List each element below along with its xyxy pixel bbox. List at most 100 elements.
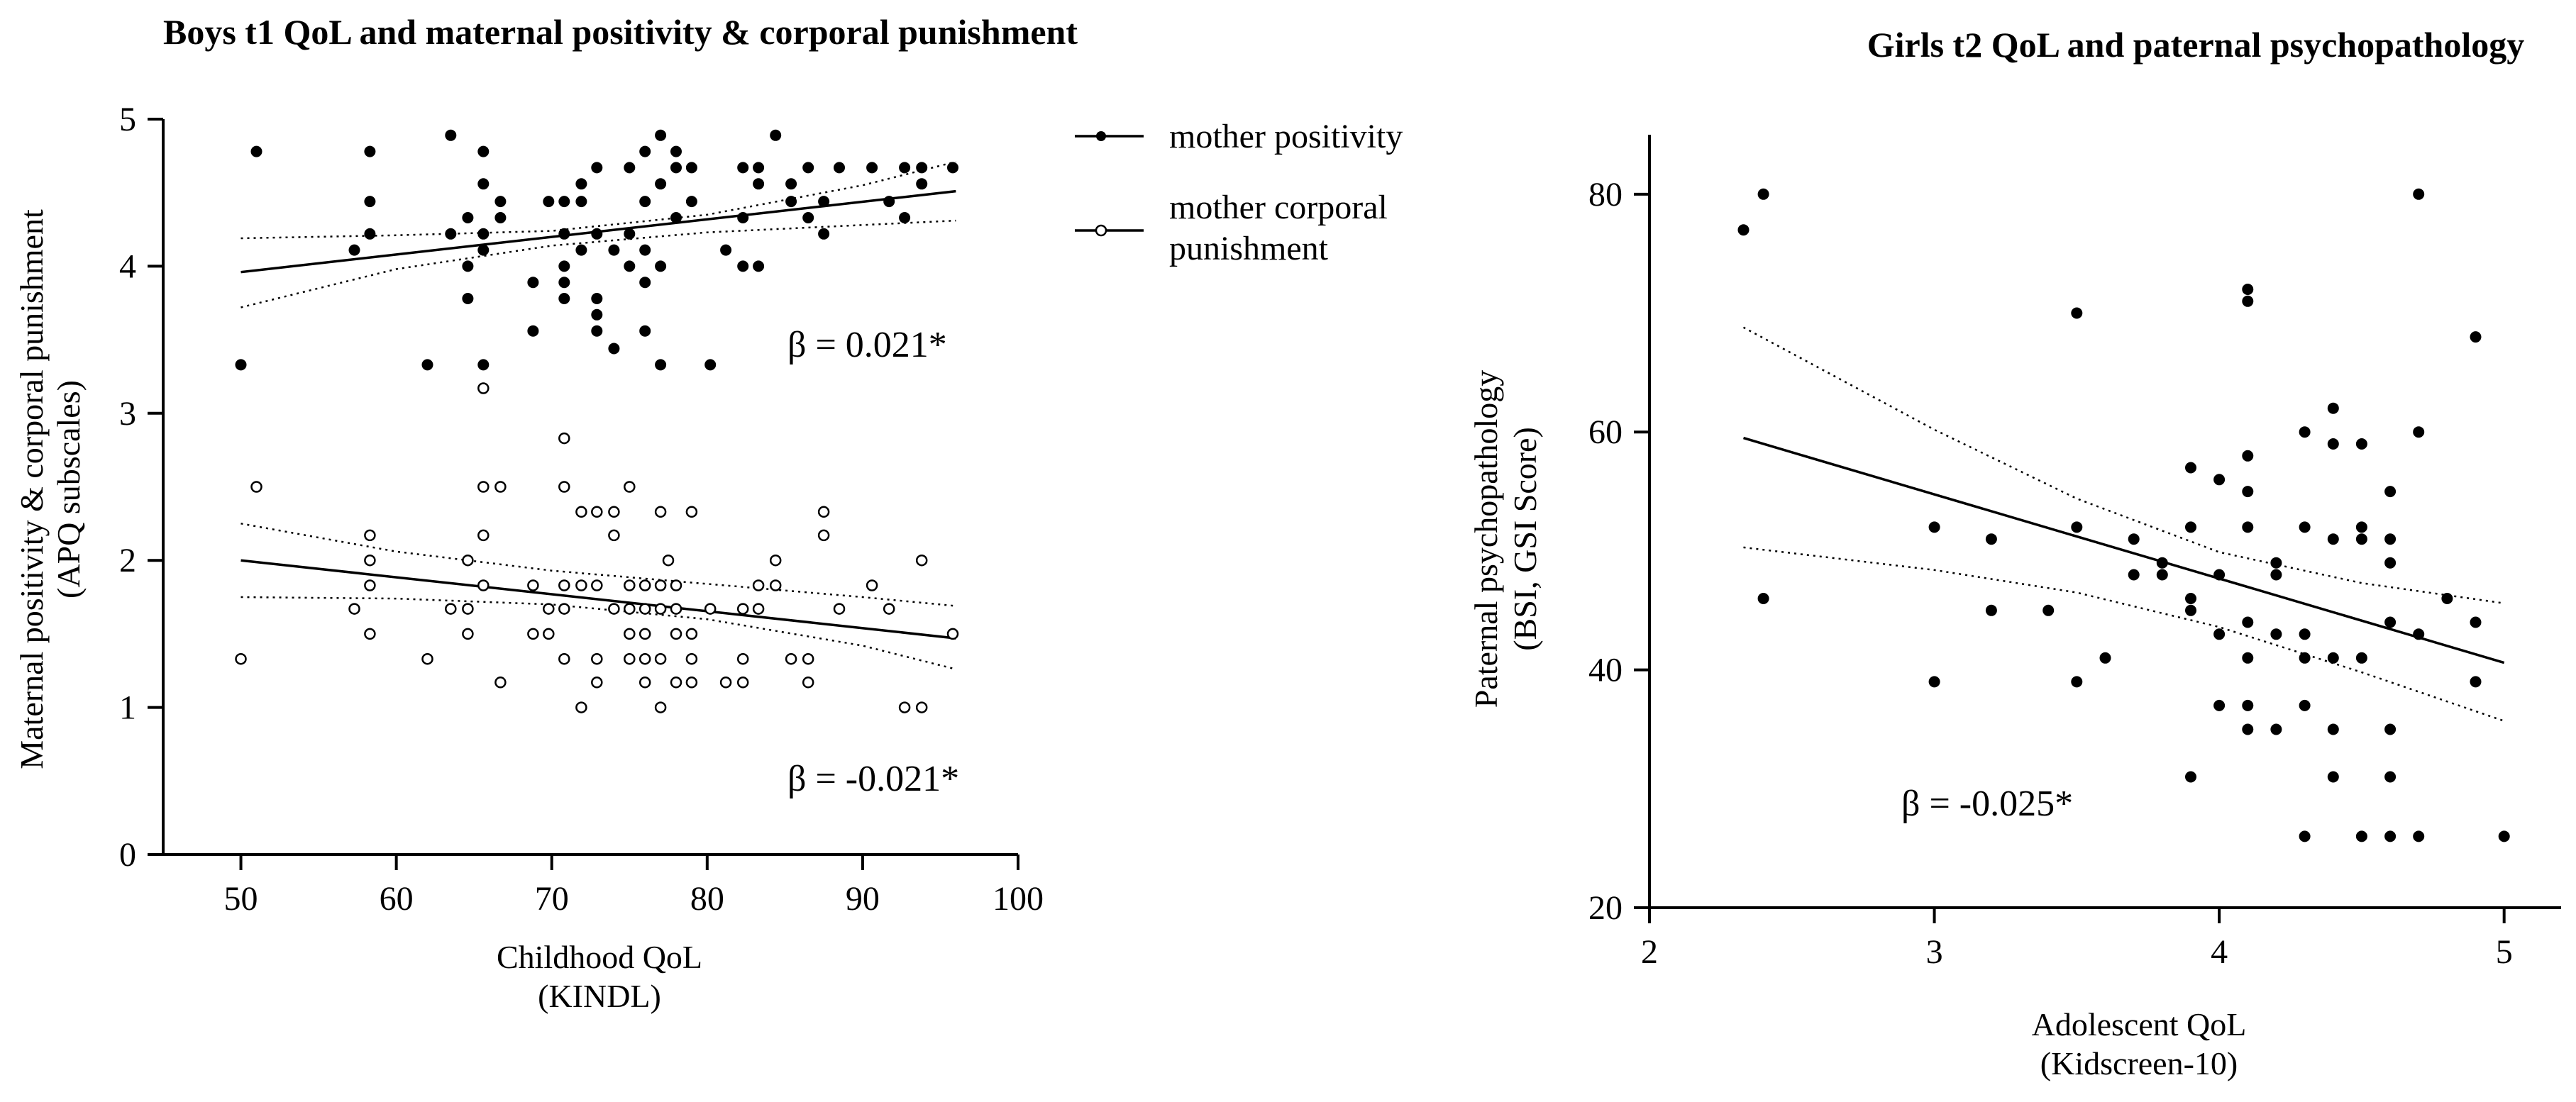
data-point-filled bbox=[558, 196, 570, 208]
chart-boys: Boys t1 QoL and maternal positivity & co… bbox=[13, 12, 1403, 1014]
data-point-filled bbox=[1928, 521, 1940, 533]
data-point-open bbox=[670, 603, 682, 615]
data-point-filled bbox=[2185, 462, 2196, 474]
data-point-filled bbox=[818, 196, 830, 208]
y-tick-label: 0 bbox=[119, 836, 136, 874]
data-point-open bbox=[477, 481, 490, 493]
data-point-filled bbox=[558, 277, 570, 289]
data-point-filled bbox=[1985, 533, 1997, 545]
x-axis-label-boys-line2: (KINDL) bbox=[538, 978, 661, 1014]
x-tick-label: 3 bbox=[1926, 933, 1943, 971]
data-point-open bbox=[558, 432, 570, 445]
data-point-open bbox=[670, 628, 682, 640]
x-tick-label: 80 bbox=[690, 880, 724, 918]
data-point-open bbox=[494, 481, 507, 493]
data-point-open bbox=[685, 506, 698, 518]
data-point-open bbox=[364, 529, 376, 542]
x-tick-label: 50 bbox=[224, 880, 258, 918]
data-point-filled bbox=[2242, 723, 2254, 735]
data-point-open bbox=[608, 506, 620, 518]
data-point-filled bbox=[639, 196, 651, 208]
data-point-open bbox=[915, 554, 928, 567]
data-point-filled bbox=[624, 260, 636, 272]
data-point-filled bbox=[2042, 604, 2055, 616]
data-point-filled bbox=[445, 129, 457, 141]
x-tick-label: 70 bbox=[535, 880, 569, 918]
chart-title-boys: Boys t1 QoL and maternal positivity & co… bbox=[163, 12, 1078, 52]
data-point-filled bbox=[753, 260, 765, 272]
y-tick-label: 80 bbox=[1588, 176, 1623, 213]
data-point-open bbox=[445, 603, 457, 615]
data-point-open bbox=[817, 506, 830, 518]
x-tick-label: 100 bbox=[993, 880, 1044, 918]
data-point-open bbox=[662, 554, 675, 567]
data-point-filled bbox=[2185, 771, 2196, 783]
data-point-open bbox=[624, 481, 636, 493]
y-tick-label: 2 bbox=[119, 542, 136, 579]
data-point-filled bbox=[2270, 569, 2282, 581]
data-point-filled bbox=[883, 196, 895, 208]
data-point-open bbox=[462, 603, 474, 615]
data-point-open bbox=[591, 677, 603, 689]
data-point-filled bbox=[2470, 331, 2482, 343]
data-point-open bbox=[364, 628, 376, 640]
data-point-filled bbox=[558, 260, 570, 272]
data-point-filled bbox=[2270, 557, 2282, 569]
x-axis-label-boys-line1: Childhood QoL bbox=[497, 939, 702, 975]
data-point-filled bbox=[753, 178, 765, 190]
y-axis-label-boys-line1: Maternal positivity & corporal punishmen… bbox=[13, 209, 50, 769]
data-point-filled bbox=[2327, 652, 2339, 664]
data-point-filled bbox=[737, 260, 749, 272]
data-point-open bbox=[769, 554, 782, 567]
y-tick-label: 60 bbox=[1588, 413, 1623, 451]
data-point-open bbox=[421, 652, 433, 665]
data-point-open bbox=[348, 603, 360, 615]
y-tick-label: 40 bbox=[1588, 652, 1623, 689]
data-point-filled bbox=[2242, 521, 2254, 533]
data-point-filled bbox=[2213, 628, 2226, 640]
legend-label-punishment-line2: punishment bbox=[1169, 230, 1329, 267]
data-point-open bbox=[670, 579, 682, 591]
confidence-band-upper bbox=[1742, 326, 2504, 604]
data-point-filled bbox=[575, 196, 587, 208]
data-point-filled bbox=[2470, 616, 2482, 628]
data-point-filled bbox=[670, 145, 682, 157]
data-point-filled bbox=[591, 228, 603, 240]
data-point-filled bbox=[655, 359, 667, 371]
data-point-filled bbox=[802, 212, 814, 223]
data-point-open bbox=[736, 603, 749, 615]
x-tick-label: 5 bbox=[2496, 933, 2513, 971]
data-point-open bbox=[558, 652, 570, 665]
data-point-filled bbox=[2384, 771, 2397, 783]
data-point-filled bbox=[2071, 307, 2083, 319]
data-point-filled bbox=[834, 162, 845, 174]
data-point-filled bbox=[2242, 616, 2254, 628]
data-point-filled bbox=[2384, 616, 2397, 628]
data-point-open bbox=[462, 628, 474, 640]
data-point-filled bbox=[2185, 604, 2196, 616]
data-point-filled bbox=[2327, 402, 2339, 414]
legend-label-positivity: mother positivity bbox=[1169, 118, 1403, 155]
data-point-open bbox=[250, 481, 262, 493]
data-point-filled bbox=[685, 162, 697, 174]
data-point-filled bbox=[591, 325, 603, 337]
data-point-filled bbox=[591, 293, 603, 304]
data-point-filled bbox=[670, 212, 682, 223]
data-point-filled bbox=[477, 244, 490, 256]
data-point-filled bbox=[2384, 557, 2397, 569]
data-point-open bbox=[654, 652, 667, 665]
data-point-filled bbox=[2384, 830, 2397, 842]
x-axis-label-girls-line2: (Kidscreen-10) bbox=[2040, 1045, 2238, 1081]
data-point-filled bbox=[2327, 723, 2339, 735]
data-point-open bbox=[704, 603, 717, 615]
data-point-open bbox=[752, 579, 765, 591]
data-point-open bbox=[946, 628, 959, 640]
legend-label-punishment: mother corporal punishment bbox=[1169, 189, 1388, 267]
data-point-filled bbox=[2384, 533, 2397, 545]
data-point-open bbox=[575, 506, 587, 518]
data-point-filled bbox=[421, 359, 433, 371]
data-point-filled bbox=[608, 244, 620, 256]
beta-label-father: β = -0.025* bbox=[1901, 784, 2073, 824]
data-point-filled bbox=[2355, 830, 2367, 842]
data-point-filled bbox=[655, 260, 667, 272]
